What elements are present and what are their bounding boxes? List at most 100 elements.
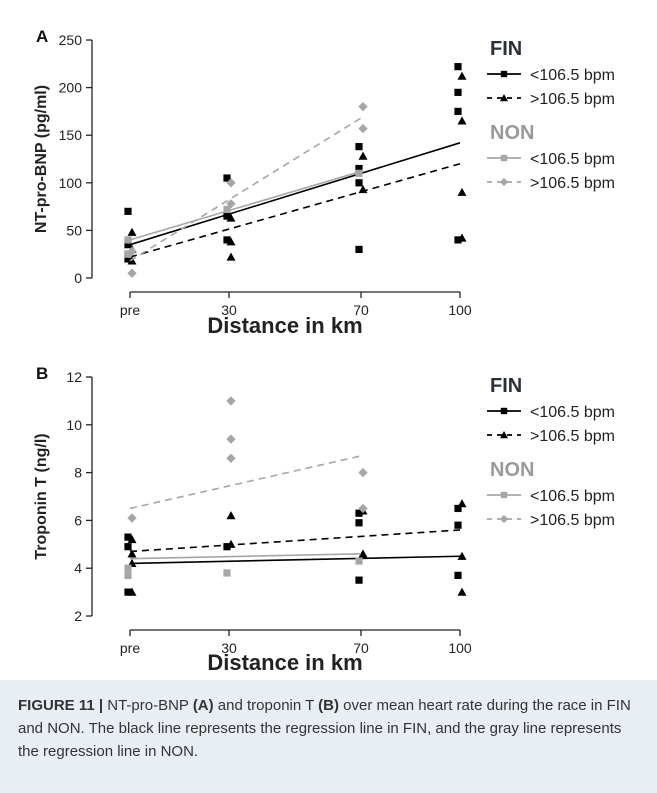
series-non-106-5-bpm [124, 553, 363, 579]
data-point [124, 236, 132, 244]
x-tick-label: 100 [448, 302, 472, 318]
legend-marker [499, 177, 509, 187]
legend-label: <106.5 bpm [530, 404, 615, 421]
series-non-106-5-bpm [127, 101, 368, 278]
x-tick-label: 30 [221, 302, 237, 318]
data-point [127, 513, 137, 523]
data-point [223, 236, 231, 244]
data-point [226, 199, 236, 209]
legend-group-title: FIN [490, 375, 522, 397]
data-point [454, 63, 462, 71]
data-point [358, 151, 368, 160]
series-fin-106-5-bpm [127, 499, 467, 596]
series-non-106-5-bpm [127, 396, 368, 523]
y-tick-label: 10 [66, 417, 82, 433]
data-point [454, 521, 462, 529]
y-tick-label: 100 [59, 175, 83, 191]
x-axis-title: Distance in km [207, 313, 362, 338]
data-point [355, 164, 363, 173]
caption-text-2: and troponin T [213, 697, 319, 714]
data-point [454, 88, 462, 96]
data-point [355, 179, 363, 187]
legend-group-title: NON [490, 459, 534, 481]
data-point [127, 587, 137, 596]
x-tick-label: 100 [448, 640, 472, 656]
figure: A 0 50 100 150 200 250 pre 30 70 100 Distance in km… [33, 27, 615, 675]
x-tick-label: 70 [353, 302, 369, 318]
legend-marker [500, 431, 508, 439]
x-tick-label: 70 [353, 640, 369, 656]
regression-line [129, 555, 461, 565]
data-point [457, 233, 467, 242]
data-point [358, 184, 368, 194]
data-point [358, 123, 368, 134]
legend-marker [500, 407, 508, 415]
regression-line [129, 529, 461, 553]
data-point [457, 587, 467, 596]
y-tick-label: 4 [74, 560, 82, 576]
y-tick-label: 8 [74, 465, 82, 481]
figure-caption: FIGURE 11 | NT-pro-BNP (A) and troponin … [18, 694, 643, 763]
data-point [454, 504, 462, 513]
y-tick-label: 2 [74, 608, 82, 624]
legend-label: >106.5 bpm [530, 428, 615, 445]
data-point [226, 237, 236, 246]
data-point [226, 434, 236, 444]
data-point [127, 268, 137, 278]
data-point [223, 212, 231, 220]
y-axis-title: NT-pro-BNP (pg/ml) [33, 85, 50, 233]
data-point [355, 245, 363, 254]
legend: FIN <106.5 bpm >106.5 bpm NON <106.5 bpm >106… [487, 38, 615, 192]
legend-marker [500, 70, 508, 78]
data-point [355, 509, 363, 517]
caption-ref-b: (B) [318, 697, 339, 714]
data-point [124, 207, 132, 215]
y-tick-label: 250 [59, 32, 83, 48]
y-tick-label: 200 [59, 80, 83, 96]
data-point [226, 178, 236, 188]
legend-group-title: NON [490, 122, 534, 144]
caption-ref-a: (A) [192, 697, 214, 714]
data-point [226, 213, 236, 222]
data-point [355, 169, 363, 177]
caption-text-1: NT-pro-BNP [103, 697, 193, 714]
data-point [358, 503, 368, 514]
data-point [127, 246, 137, 257]
series-non-106-5-bpm [124, 169, 363, 258]
data-point [226, 453, 236, 463]
panel-label: A [36, 27, 48, 46]
legend-marker [500, 94, 508, 102]
data-point [124, 564, 132, 572]
caption-background [0, 680, 657, 793]
data-point [457, 187, 467, 196]
data-point [457, 116, 467, 125]
caption-text-3: over mean heart rate during the race in … [18, 697, 631, 760]
legend-label: >106.5 bpm [530, 512, 615, 529]
legend-marker [500, 154, 508, 162]
y-tick-label: 6 [74, 512, 82, 528]
y-tick-label: 150 [59, 127, 83, 143]
data-point [226, 396, 236, 406]
data-point [457, 551, 467, 560]
y-axis-title: Troponin T (ng/l) [33, 433, 50, 559]
data-point [124, 533, 132, 541]
data-point [124, 250, 132, 258]
series-fin-106-5-bpm [124, 504, 462, 596]
series-fin-106-5-bpm [127, 71, 467, 265]
data-point [223, 543, 231, 551]
regression-line [129, 553, 362, 560]
legend-marker [499, 514, 509, 524]
data-point [457, 71, 467, 80]
x-tick-label: pre [120, 302, 140, 318]
data-point [223, 569, 231, 577]
data-point [124, 241, 132, 249]
legend-label: <106.5 bpm [530, 488, 615, 505]
x-axis-title: Distance in km [207, 650, 362, 675]
data-point [127, 549, 137, 558]
legend: FIN <106.5 bpm >106.5 bpm NON <106.5 bpm >106… [487, 375, 615, 529]
data-point [358, 549, 368, 558]
data-point [124, 543, 132, 551]
regression-line [129, 162, 461, 258]
data-point [127, 227, 137, 236]
legend-label: <106.5 bpm [530, 67, 615, 84]
